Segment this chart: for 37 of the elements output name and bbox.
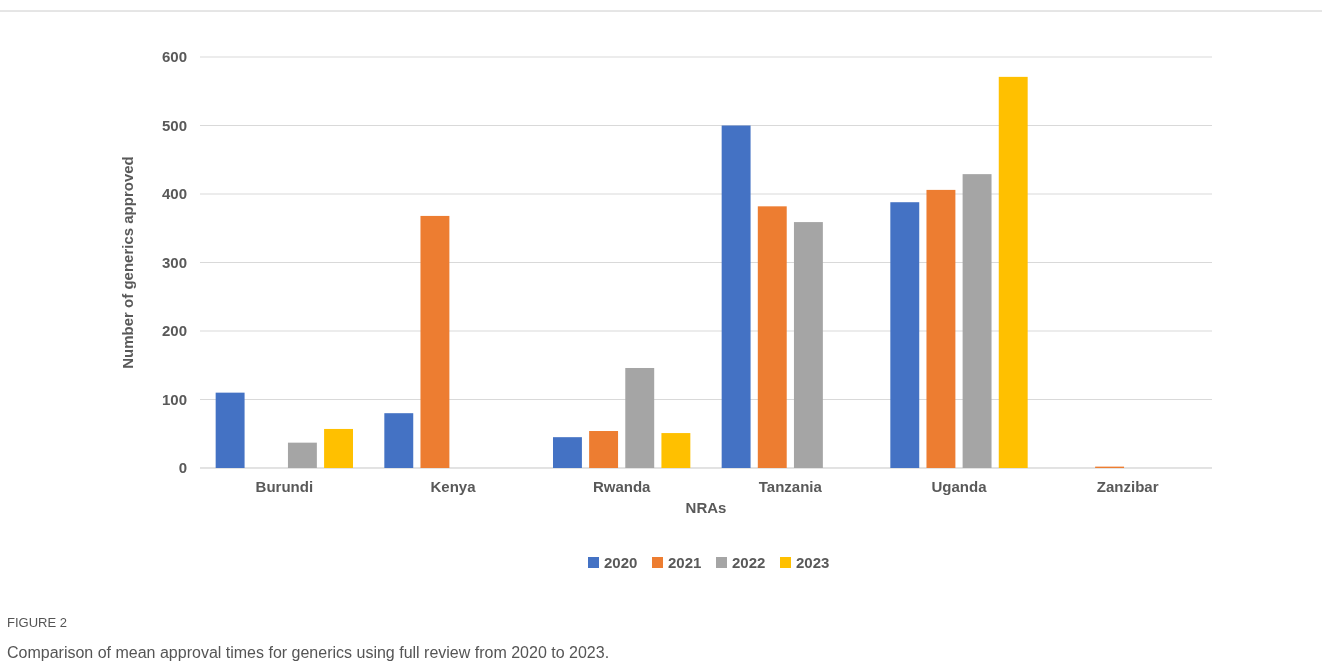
bar bbox=[998, 76, 1028, 468]
bar bbox=[926, 189, 956, 468]
y-tick-label: 500 bbox=[161, 116, 187, 134]
bar bbox=[890, 202, 920, 468]
y-tick-label: 200 bbox=[161, 322, 187, 340]
bar bbox=[721, 125, 751, 468]
legend-label: 2023 bbox=[796, 554, 830, 571]
bar bbox=[757, 206, 787, 468]
bar bbox=[420, 215, 450, 468]
y-tick-label: 400 bbox=[161, 185, 187, 203]
bar bbox=[661, 433, 691, 468]
y-tick-label: 300 bbox=[161, 253, 187, 271]
legend-label: 2020 bbox=[604, 554, 638, 571]
legend-label: 2021 bbox=[668, 554, 702, 571]
x-tick-label: Rwanda bbox=[592, 477, 652, 495]
y-tick-label: 100 bbox=[161, 390, 187, 408]
x-tick-label: Kenya bbox=[430, 477, 477, 495]
x-tick-label: Burundi bbox=[255, 477, 314, 495]
bar bbox=[793, 222, 823, 468]
x-tick-label: Uganda bbox=[931, 477, 988, 495]
x-axis-title: NRAs bbox=[685, 499, 727, 516]
text: Comparison of mean approval times for generics using full review from 2020 to 2023. bbox=[7, 644, 610, 661]
legend-label: 2022 bbox=[732, 554, 766, 571]
x-tick-label: Zanzibar bbox=[1096, 477, 1159, 495]
y-tick-label: 600 bbox=[161, 48, 187, 66]
x-tick-label: Tanzania bbox=[758, 477, 823, 495]
bar bbox=[625, 367, 655, 468]
bar bbox=[384, 413, 414, 468]
caption: FIGURE 2 bbox=[7, 615, 67, 630]
bar bbox=[324, 428, 353, 468]
bar bbox=[553, 437, 582, 468]
y-tick-label: 0 bbox=[178, 459, 187, 477]
y-axis-title: Number of generics approved bbox=[119, 156, 136, 369]
bar bbox=[589, 431, 619, 468]
bar bbox=[962, 174, 992, 468]
bar bbox=[215, 392, 245, 468]
bar bbox=[287, 442, 317, 468]
